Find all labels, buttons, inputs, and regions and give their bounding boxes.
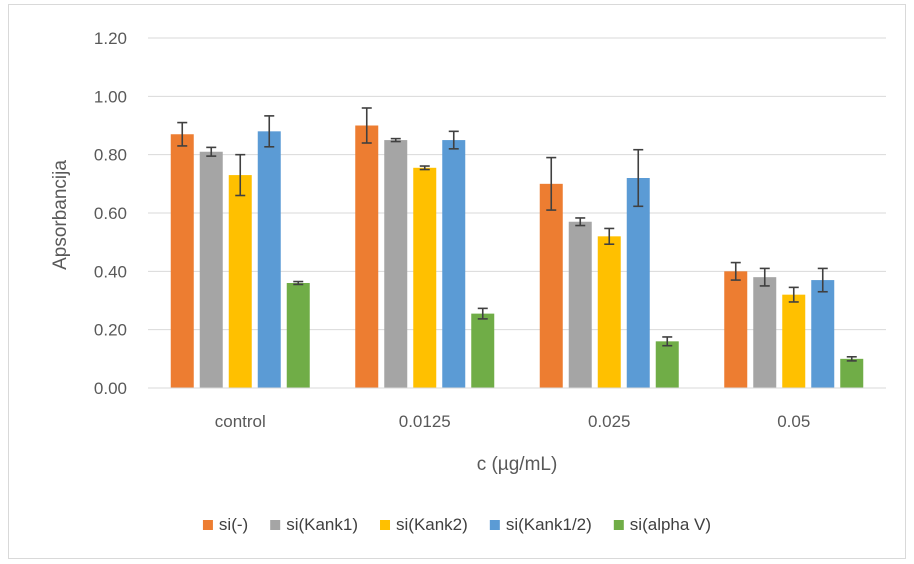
bar	[539, 183, 563, 388]
legend-label: si(Kank1/2)	[506, 515, 592, 534]
legend-label: si(-)	[219, 515, 248, 534]
bar	[782, 294, 806, 388]
legend-swatch	[270, 520, 281, 530]
bar	[228, 175, 252, 388]
bar	[257, 131, 281, 389]
legend-label: si(alpha V)	[630, 515, 711, 534]
y-tick-label: 0.20	[94, 321, 127, 340]
y-tick-label: 0.80	[94, 146, 127, 165]
bar	[170, 134, 194, 388]
bar	[840, 358, 864, 388]
y-axis-ticks: 0.00 0.20 0.40 0.60 0.80 1.00 1.20	[94, 29, 127, 398]
y-tick-label: 0.40	[94, 262, 127, 281]
bar	[626, 178, 650, 388]
legend-swatch	[202, 520, 213, 530]
bar	[471, 313, 495, 388]
x-axis-ticks: control 0.0125 0.025 0.05	[215, 412, 811, 431]
legend-label: si(Kank1)	[286, 515, 358, 534]
legend-label: si(Kank2)	[396, 515, 468, 534]
bar	[413, 167, 437, 388]
x-tick-label: 0.0125	[399, 412, 451, 431]
bar	[597, 236, 621, 388]
x-tick-label: 0.05	[777, 412, 810, 431]
bar	[355, 125, 379, 388]
bar	[286, 283, 310, 388]
bars	[170, 125, 864, 389]
bar	[753, 277, 777, 388]
legend-swatch	[380, 520, 391, 530]
x-tick-label: 0.025	[588, 412, 631, 431]
bar	[568, 221, 592, 388]
legend: si(-) si(Kank1) si(Kank2) si(Kank1/2) si(alp…	[202, 515, 711, 534]
bar	[199, 151, 223, 388]
x-axis-title: c (µg/mL)	[477, 454, 558, 475]
bar	[655, 341, 679, 388]
x-tick-label: control	[215, 412, 266, 431]
y-tick-label: 0.00	[94, 379, 127, 398]
legend-swatch	[489, 520, 500, 530]
error-bars	[177, 107, 857, 362]
y-tick-label: 1.20	[94, 29, 127, 48]
y-axis-title: Apsorbancija	[50, 160, 71, 270]
bar	[442, 140, 466, 388]
legend-swatch	[613, 520, 624, 530]
y-tick-label: 0.60	[94, 204, 127, 223]
bar	[724, 271, 748, 388]
bar	[811, 280, 835, 388]
y-tick-label: 1.00	[94, 87, 127, 106]
bar	[384, 140, 408, 388]
